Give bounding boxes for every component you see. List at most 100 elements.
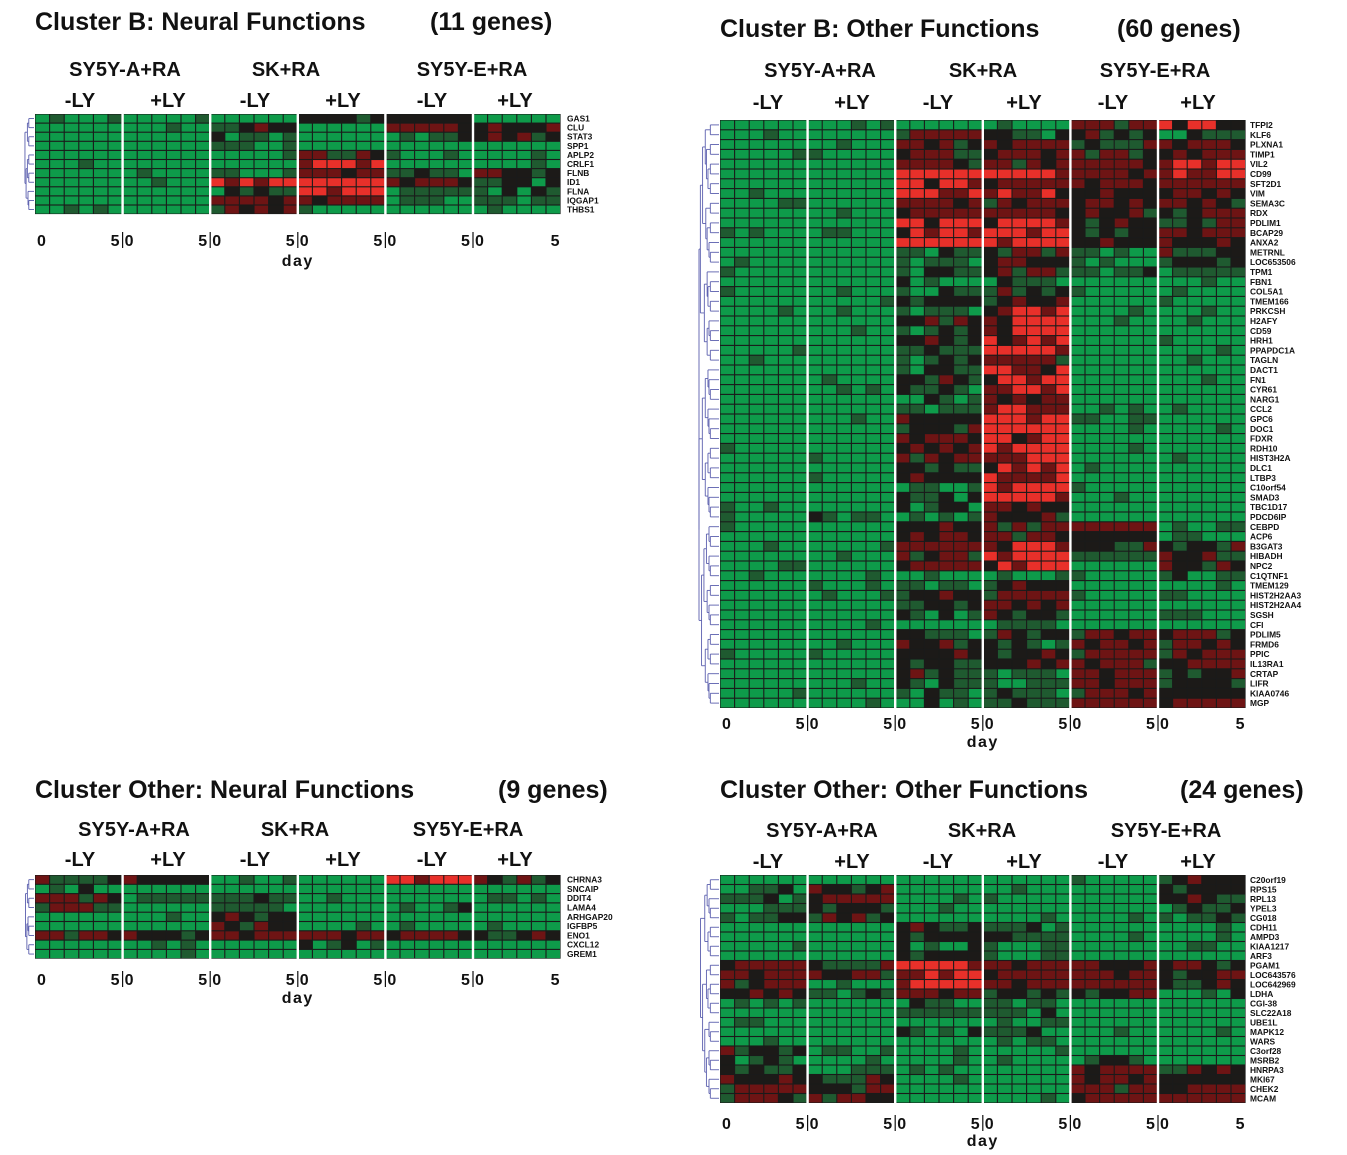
heatmap-cell: [1129, 875, 1143, 884]
heatmap-cell: [1027, 267, 1041, 277]
heatmap-cell: [298, 205, 312, 214]
heatmap-cell: [1027, 208, 1041, 218]
heatmap-cell: [954, 502, 968, 512]
heatmap-cell: [1027, 1094, 1041, 1103]
heatmap-cell: [939, 404, 954, 414]
heatmap-cell: [356, 940, 371, 949]
heatmap-cell: [881, 1084, 895, 1093]
heatmap-cell: [866, 365, 881, 375]
heatmap-cell: [954, 875, 968, 884]
heatmap-cell: [225, 160, 239, 169]
heatmap-cell: [778, 394, 793, 404]
heatmap-cell: [1027, 296, 1041, 306]
heatmap-cell: [895, 179, 910, 189]
gene-label-ypel3: YPEL3: [1250, 903, 1277, 913]
heatmap-cell: [997, 875, 1012, 884]
heatmap-cell: [939, 1084, 954, 1093]
heatmap-cell: [531, 894, 546, 903]
heatmap-cell: [1056, 434, 1070, 443]
heatmap-cell: [1216, 561, 1231, 571]
heatmap-cell: [881, 932, 895, 941]
heatmap-cell: [939, 581, 954, 590]
day-tick-label: 5: [461, 972, 470, 989]
heatmap-cell: [1041, 551, 1056, 561]
heatmap-cell: [895, 688, 910, 698]
heatmap-cell: [793, 140, 808, 149]
heatmap-cell: [93, 160, 108, 169]
heatmap-cell: [458, 187, 473, 196]
heatmap-cell: [1202, 989, 1216, 998]
heatmap-cell: [1143, 1084, 1158, 1093]
heatmap-cell: [881, 913, 895, 922]
heatmap-cell: [1027, 679, 1041, 688]
heatmap-cell: [910, 980, 924, 989]
heatmap-cell: [1129, 404, 1143, 414]
heatmap-cell: [735, 561, 749, 571]
heatmap-cell: [778, 688, 793, 698]
heatmap-cell: [1041, 970, 1056, 979]
heatmap-cell: [735, 590, 749, 600]
heatmap-cell: [910, 238, 924, 247]
heatmap-cell: [939, 1018, 954, 1027]
heatmap-cell: [1187, 130, 1202, 140]
heatmap-cell: [269, 922, 283, 931]
heatmap-cell: [851, 541, 866, 551]
heatmap-cell: [881, 296, 895, 306]
heatmap-cell: [924, 688, 939, 698]
heatmap-cell: [473, 884, 488, 894]
heatmap-cell: [895, 669, 910, 679]
heatmap-cell: [1202, 659, 1216, 669]
heatmap-cell: [1158, 698, 1173, 708]
heatmap-cell: [1231, 669, 1246, 679]
heatmap-cell: [1056, 1065, 1070, 1074]
heatmap-cell: [123, 123, 137, 132]
gene-label-bcap29: BCAP29: [1250, 228, 1283, 238]
gene-label-c10orf54: C10orf54: [1250, 483, 1286, 493]
heatmap-cell: [312, 912, 327, 921]
heatmap-cell: [997, 247, 1012, 257]
heatmap-cell: [342, 875, 356, 884]
heatmap-cell: [822, 610, 837, 620]
heatmap-cell: [866, 198, 881, 208]
heatmap-cell: [822, 296, 837, 306]
heatmap-cell: [1041, 669, 1056, 679]
heatmap-cell: [1085, 649, 1100, 659]
heatmap-cell: [749, 473, 764, 483]
heatmap-cell: [1231, 306, 1246, 316]
heatmap-cell: [488, 894, 502, 903]
heatmap-cell: [1202, 287, 1216, 296]
heatmap-cell: [968, 970, 983, 979]
heatmap-cell: [939, 659, 954, 669]
heatmap-cell: [1231, 159, 1246, 169]
heatmap-cell: [837, 679, 851, 688]
heatmap-cell: [1070, 375, 1085, 385]
heatmap-cell: [1056, 961, 1070, 970]
heatmap-cell: [1231, 620, 1246, 630]
heatmap-cell: [866, 189, 881, 198]
heatmap-cell: [924, 649, 939, 659]
heatmap-cell: [429, 875, 444, 884]
heatmap-cell: [764, 1065, 778, 1074]
day-tick-label: 0: [37, 972, 46, 989]
heatmap-cell: [735, 581, 749, 590]
heatmap-cell: [488, 196, 502, 205]
heatmap-cell: [64, 114, 79, 123]
heatmap-cell: [910, 913, 924, 922]
heatmap-cell: [1070, 414, 1085, 424]
heatmap-cell: [312, 114, 327, 123]
heatmap-cell: [822, 228, 837, 238]
heatmap-cell: [1012, 904, 1027, 913]
heatmap-cell: [983, 473, 997, 483]
heatmap-cell: [312, 178, 327, 187]
heatmap-cell: [444, 931, 458, 940]
heatmap-cell: [954, 1037, 968, 1046]
heatmap-cell: [837, 875, 851, 884]
heatmap-cell: [327, 150, 342, 159]
heatmap-cell: [1027, 698, 1041, 708]
heatmap-cell: [342, 912, 356, 921]
heatmap-cell: [1187, 218, 1202, 228]
heatmap-cell: [910, 130, 924, 140]
gene-label-loc642969: LOC642969: [1250, 979, 1296, 989]
heatmap-cell: [1100, 483, 1114, 492]
heatmap-cell: [1143, 434, 1158, 443]
